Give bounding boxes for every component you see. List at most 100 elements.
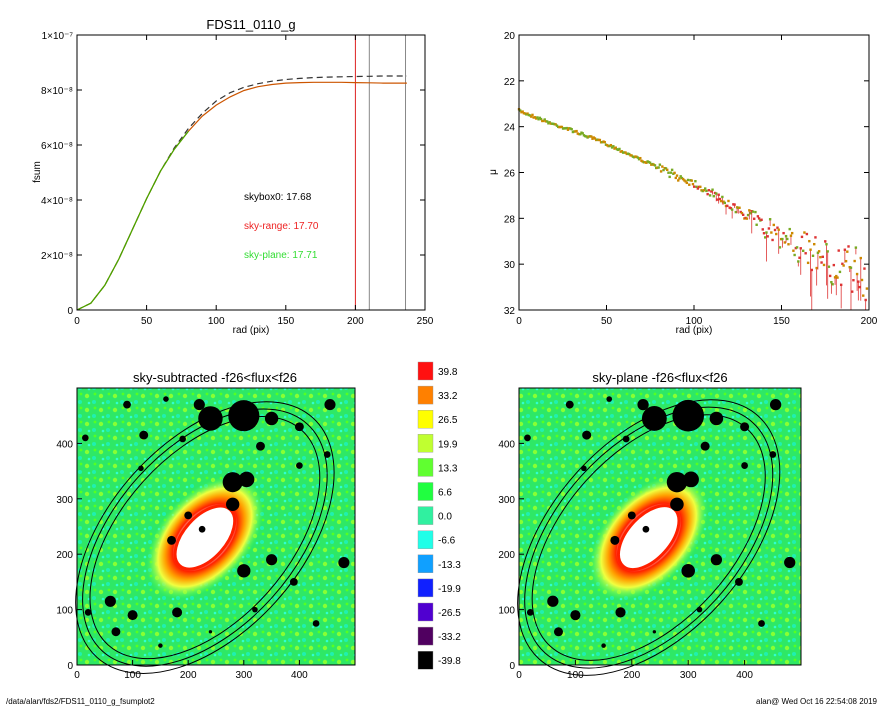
data-point [558,125,561,129]
masked-source [627,511,636,520]
y-tick-label: 6×10⁻⁸ [41,141,73,152]
data-point [574,130,577,133]
data-point [579,133,582,136]
data-point [754,210,757,214]
masked-source [184,511,193,520]
data-point [813,242,816,246]
data-point [778,246,782,249]
data-point [580,131,583,134]
data-point [557,125,560,129]
masked-source [610,535,620,545]
data-point [811,254,815,257]
y-tick-label: 100 [498,606,515,617]
data-point [629,154,632,157]
data-point [751,210,755,213]
data-point [532,116,535,119]
masked-source [294,422,304,432]
data-point [824,240,827,243]
masked-source [158,643,163,648]
data-point [857,280,860,283]
data-point [737,206,740,209]
surface-brightness-chart: 0 50 100 150 200 20 22 24 26 28 30 32 rad (pix) μ [488,31,878,336]
data-point [740,211,744,215]
data-point [677,179,680,182]
data-point [858,285,861,289]
colorbar-swatch [417,602,434,622]
data-point [607,144,610,148]
data-point [837,249,840,252]
data-point [800,235,804,239]
data-point [668,175,671,179]
colorbar-swatch [417,458,434,477]
data-point [700,189,703,192]
y-tick-label: 400 [498,439,515,450]
data-point [835,274,838,278]
data-point [708,194,712,197]
data-point [831,283,834,286]
data-point [621,151,625,154]
data-point [849,266,853,269]
x-tick-label: 50 [601,316,613,327]
data-point [560,125,564,129]
data-point [549,122,553,125]
data-point [735,206,739,209]
data-point [588,135,592,138]
masked-source [641,406,667,431]
data-point [555,124,559,127]
data-point [779,237,783,241]
masked-source [139,430,149,440]
data-point [656,166,659,169]
colorbar-label: -6.6 [438,536,456,547]
y-tick-label: 400 [56,439,73,450]
data-point [767,227,771,230]
data-point [786,237,789,241]
data-point [862,294,865,297]
data-point [765,231,768,234]
data-point [648,161,652,164]
masked-source [666,472,688,493]
data-point [634,155,637,158]
x-tick-label: 150 [773,316,790,327]
data-point [851,290,854,293]
data-point [699,185,702,189]
data-point [539,117,543,121]
masked-source [123,400,131,409]
data-point [728,206,731,209]
data-point [809,248,812,251]
masked-source [709,411,724,426]
masked-source [82,434,89,442]
colorbar-label: 39.8 [438,367,458,378]
data-point [594,138,598,142]
data-point [630,154,633,157]
y-tick-label: 20 [504,31,516,42]
data-point [718,197,722,201]
data-point [582,134,586,137]
data-point [685,181,689,185]
x-tick-label: 400 [736,670,753,681]
plot-frame [518,387,802,666]
masked-source [758,620,765,627]
data-point [521,110,524,113]
x-tick-label: 200 [180,670,197,681]
colorbar-swatch [417,530,434,549]
masked-source [637,398,649,411]
data-point [790,231,794,235]
data-point [664,167,668,170]
data-point [689,179,692,182]
data-point [674,176,677,180]
colorbar-label: 26.5 [438,415,458,426]
data-point [803,231,806,234]
data-point [771,238,774,242]
data-point [732,203,735,206]
data-point [722,200,725,203]
colorbar: 39.8 33.2 26.5 19.9 13.3 6.6 0.0 -6.6 -13.3 -19.9… [417,361,461,670]
data-point [816,251,820,254]
data-point [670,168,674,172]
data-point [587,135,591,138]
plot-area [517,108,869,310]
x-tick-label: 0 [74,670,80,681]
masked-source [237,564,251,578]
masked-source [672,399,704,432]
data-point [764,236,767,239]
sky-plane-image: sky-plane -f26<flux<f26 00 100 100 200 200 30… [498,370,802,681]
